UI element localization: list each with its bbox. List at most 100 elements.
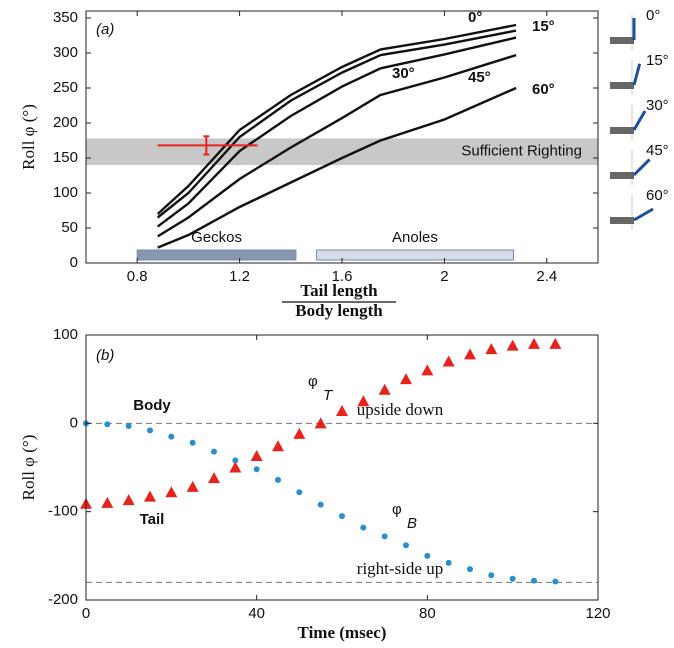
tail-marker <box>464 348 476 360</box>
x-tick-label: 2.4 <box>536 268 557 285</box>
inset-tail <box>633 207 654 222</box>
inset-body <box>610 37 634 44</box>
tail-marker <box>336 404 348 416</box>
body-marker <box>275 476 281 483</box>
tail-marker <box>165 486 178 498</box>
y-tick-label: 0 <box>70 414 78 431</box>
symbol-sub: B <box>407 515 417 532</box>
tail-marker <box>506 339 519 351</box>
symbol: φ <box>392 501 402 518</box>
body-marker <box>360 524 367 531</box>
inset-body <box>610 172 634 179</box>
inset-tail <box>632 110 647 131</box>
y-tick-label: 300 <box>53 44 78 61</box>
y-tick-label: 100 <box>53 326 78 343</box>
x-tick-label: 0 <box>82 605 90 622</box>
tail-marker <box>314 417 327 429</box>
plot-frame <box>85 334 599 601</box>
body-marker <box>211 448 217 455</box>
body-marker <box>531 577 537 584</box>
curve <box>157 86 517 249</box>
inset-tail <box>632 158 651 177</box>
body-marker <box>317 501 324 508</box>
x-tick-label: 80 <box>419 605 436 622</box>
band-label: Sufficient Righting <box>461 143 582 160</box>
inset-label: 15° <box>646 52 669 69</box>
inset-body <box>610 127 634 134</box>
x-tick-label: 120 <box>585 605 610 622</box>
body-marker <box>253 466 260 473</box>
y-tick-label: -100 <box>48 503 78 520</box>
curve <box>156 29 517 219</box>
body-marker <box>104 421 111 428</box>
y-tick-label: 0 <box>70 254 78 271</box>
range-bar <box>315 249 515 261</box>
x-tick-label: 2 <box>440 268 448 285</box>
body-marker <box>552 578 559 585</box>
inset-tail <box>632 63 642 86</box>
y-tick-label: -200 <box>48 591 78 608</box>
tail-marker <box>549 337 562 349</box>
curve-label: 60° <box>532 81 555 98</box>
y-tick-label: 250 <box>53 79 78 96</box>
body-marker <box>296 489 303 496</box>
tail-marker <box>293 427 306 439</box>
tail-marker <box>442 355 455 367</box>
panel-label: (a) <box>96 21 114 38</box>
band <box>86 138 598 165</box>
x-tick-label: 1.6 <box>332 268 353 285</box>
body-marker <box>147 427 153 434</box>
body-marker <box>189 439 196 446</box>
curve <box>156 36 517 228</box>
reference-label: right-side up <box>357 559 443 578</box>
y-tick-label: 350 <box>53 9 78 26</box>
body-marker <box>339 513 345 520</box>
body-marker <box>381 533 388 540</box>
tail-marker <box>485 343 498 355</box>
tail-marker <box>122 494 135 506</box>
body-marker <box>125 422 132 429</box>
y-tick-label: 50 <box>61 219 78 236</box>
body-marker <box>509 575 516 582</box>
y-tick-label: 100 <box>53 184 78 201</box>
reference-label: upside down <box>357 400 444 419</box>
symbol-sub: T <box>323 387 334 404</box>
y-tick-label: 150 <box>53 149 78 166</box>
curve-label: 45° <box>468 69 491 86</box>
tail-marker <box>357 395 370 407</box>
symbol: φ <box>308 373 318 390</box>
tail-marker <box>101 496 114 508</box>
tail-marker <box>378 383 391 395</box>
y-tick-label: 200 <box>53 114 78 131</box>
x-tick-label: 40 <box>248 605 265 622</box>
curve-label: 30° <box>392 65 415 82</box>
plot-frame <box>85 10 599 264</box>
tail-marker <box>186 480 199 492</box>
body-marker <box>168 433 175 440</box>
panel-label: (b) <box>96 347 114 364</box>
curve <box>156 23 517 215</box>
tail-marker <box>229 461 242 473</box>
range-label: Anoles <box>392 229 438 246</box>
inset-body <box>610 82 634 89</box>
inset-body <box>610 217 634 224</box>
y-axis-label: Roll φ (°) <box>19 104 38 170</box>
series-label: Tail <box>140 511 165 528</box>
series-label: Body <box>133 397 171 414</box>
x-tick-label: 0.8 <box>127 268 148 285</box>
tail-marker <box>400 373 412 385</box>
range-bar <box>136 249 297 261</box>
inset-label: 0° <box>646 7 660 24</box>
inset-label: 60° <box>646 187 669 204</box>
curve <box>157 53 517 238</box>
y-axis-label: Roll φ (°) <box>19 435 38 501</box>
body-marker <box>488 572 495 579</box>
inset-label: 30° <box>646 97 669 114</box>
tail-marker <box>272 440 284 452</box>
x-label-denominator: Body length <box>295 301 383 320</box>
x-tick-label: 1.2 <box>229 268 250 285</box>
tail-marker <box>421 364 434 376</box>
body-marker <box>467 566 473 573</box>
inset-label: 45° <box>646 142 669 159</box>
